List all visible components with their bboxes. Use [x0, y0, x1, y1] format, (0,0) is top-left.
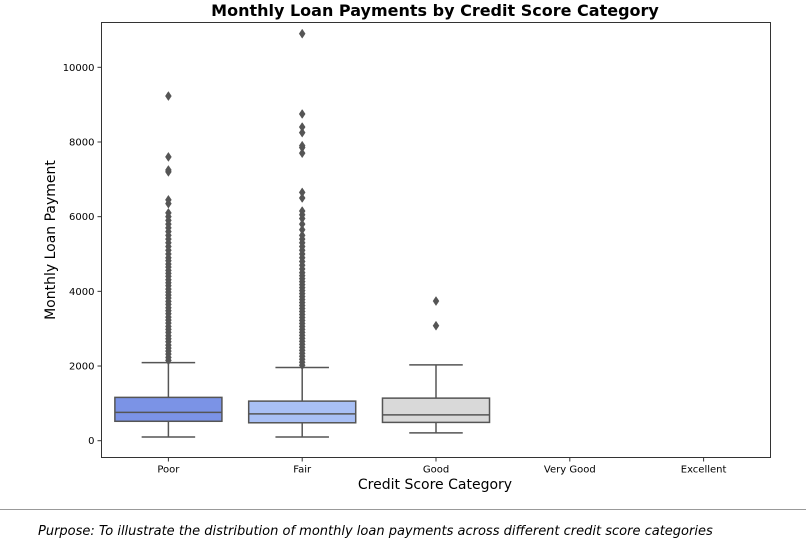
box-poor — [114, 91, 223, 438]
x-tick-label: Very Good — [544, 465, 596, 476]
outlier-point — [432, 320, 440, 331]
outlier-point — [165, 207, 172, 218]
x-tick-label: Excellent — [681, 465, 727, 476]
x-axis-label: Credit Score Category — [358, 477, 512, 493]
outlier-point — [165, 151, 172, 162]
chart-title: Monthly Loan Payments by Credit Score Ca… — [211, 1, 659, 20]
iqr-box — [381, 397, 491, 424]
outlier-point — [298, 224, 306, 235]
footer-divider — [0, 509, 806, 510]
y-tick-label: 6000 — [69, 212, 94, 223]
outlier-point — [298, 148, 306, 159]
boxplot-series — [114, 28, 491, 438]
purpose-caption: Purpose: To illustrate the distribution … — [38, 524, 713, 539]
outlier-point — [298, 127, 306, 138]
outlier-point — [165, 194, 172, 205]
outlier-point — [298, 193, 306, 203]
outlier-point — [298, 122, 306, 132]
outlier-point — [298, 219, 306, 230]
x-tick-label: Fair — [293, 465, 312, 476]
outlier-point — [432, 296, 440, 306]
iqr-box — [247, 400, 357, 424]
outlier-point — [298, 140, 306, 151]
outlier-point — [298, 109, 306, 119]
outlier-point — [165, 91, 172, 102]
y-tick-label: 10000 — [63, 63, 95, 74]
x-tick-label: Good — [423, 465, 449, 476]
x-tick-label: Poor — [157, 465, 180, 476]
chart: Monthly Loan Payments by Credit Score Ca… — [43, 1, 771, 493]
outlier-point — [298, 230, 306, 241]
box-fair — [247, 28, 357, 438]
y-tick-label: 4000 — [69, 287, 94, 298]
y-tick-label: 8000 — [69, 137, 94, 148]
y-axis: 0 2000 4000 6000 8000 10000 — [63, 63, 102, 447]
outlier-point — [298, 206, 306, 217]
outlier-point — [165, 165, 172, 175]
box-good — [381, 296, 491, 434]
y-axis-label: Monthly Loan Payment — [43, 160, 59, 320]
x-axis: Poor Fair Good Very Good Excellent — [157, 457, 727, 476]
y-tick-label: 2000 — [69, 362, 94, 373]
outlier-point — [298, 187, 306, 198]
y-tick-label: 0 — [88, 436, 94, 447]
outlier-point — [298, 28, 306, 39]
iqr-box — [114, 396, 223, 423]
